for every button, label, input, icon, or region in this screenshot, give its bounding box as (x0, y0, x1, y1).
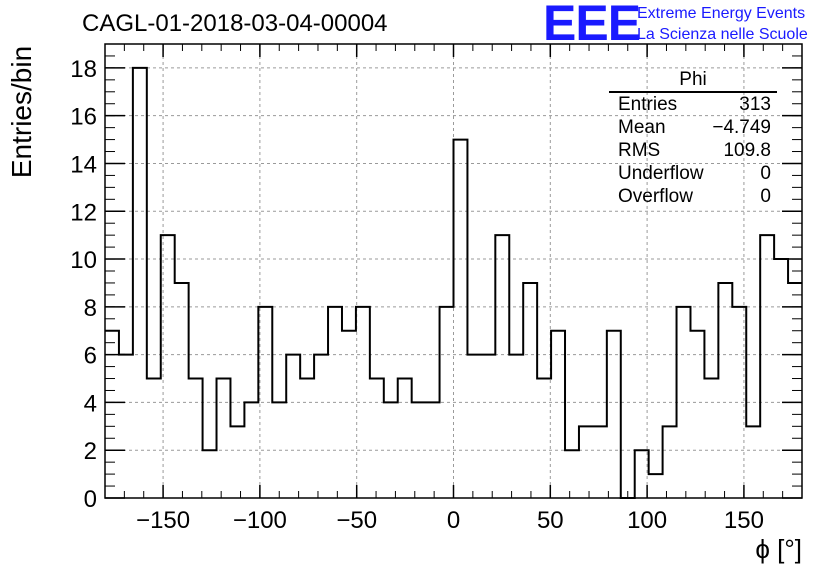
y-tick-label: 2 (84, 438, 97, 465)
histogram-bin (300, 379, 314, 498)
x-tick-label: 100 (627, 507, 667, 534)
stats-label: Overflow (618, 186, 693, 207)
x-tick-label: 0 (447, 507, 460, 534)
histogram-bin (467, 355, 481, 498)
y-tick-label: 14 (70, 151, 97, 178)
x-tick-label: −150 (136, 507, 190, 534)
histogram-bin (119, 355, 133, 498)
x-tick-label: −50 (336, 507, 377, 534)
chart-title: CAGL-01-2018-03-04-00004 (82, 10, 388, 37)
histogram-bin (314, 355, 328, 498)
histogram-bin (537, 379, 551, 498)
x-tick-label: 50 (537, 507, 564, 534)
histogram-series-line (105, 66, 802, 499)
eee-logo: EEE (543, 0, 641, 51)
histogram-bin (579, 426, 593, 498)
stats-value: −4.749 (712, 117, 771, 138)
axis-ticks (104, 43, 803, 499)
stats-value: 0 (760, 186, 771, 207)
histogram-bin (175, 283, 189, 498)
y-tick-label: 0 (84, 486, 97, 513)
histogram-bin (454, 140, 468, 498)
stats-value: 109.8 (723, 140, 771, 161)
histogram-bin (133, 68, 147, 498)
histogram-bin (593, 426, 607, 498)
histogram-bin (565, 450, 579, 498)
y-tick-label: 8 (84, 295, 97, 322)
histogram-bin (356, 307, 370, 498)
y-tick-label: 4 (84, 390, 97, 417)
x-axis-label: ϕ [°] (755, 534, 802, 564)
histogram-bin (690, 331, 704, 498)
histogram-bin (718, 283, 732, 498)
histogram-bin (412, 402, 426, 498)
histogram-bin (704, 379, 718, 498)
histogram-bin (732, 307, 746, 498)
histogram-bin (663, 426, 677, 498)
histogram-bin (370, 379, 384, 498)
stats-value: 0 (760, 163, 771, 184)
logo-line-1: Extreme Energy Events (637, 5, 806, 22)
histogram-bin (398, 379, 412, 498)
histogram-bin (440, 307, 454, 498)
histogram-bin (384, 402, 398, 498)
histogram-bin (774, 259, 788, 498)
stats-label: Underflow (618, 163, 704, 184)
histogram-bin (523, 283, 537, 498)
histogram-bin (649, 474, 663, 498)
histogram-bin (258, 307, 272, 498)
histogram-bin (203, 450, 217, 498)
histogram-bin (272, 402, 286, 498)
y-tick-label: 12 (70, 199, 97, 226)
stats-value: 313 (739, 94, 771, 115)
axis-tick-labels: −150 −100 −50 0 50 100 150 0 2 4 6 8 10 12 14 16 18 (70, 56, 764, 534)
histogram-bin (495, 235, 509, 498)
histogram-bin (509, 355, 523, 498)
histogram-bin (342, 331, 356, 498)
histogram-bin (551, 331, 565, 498)
stats-row-overflow: Overflow 0 (609, 185, 777, 208)
histogram-bin (677, 307, 691, 498)
y-tick-label: 6 (84, 343, 97, 370)
y-axis-label: Entries/bin (6, 45, 37, 179)
histogram-bin (147, 379, 161, 498)
stats-row-entries: Entries 313 (609, 93, 777, 116)
histogram-bin (607, 331, 621, 498)
histogram-bin (161, 235, 175, 498)
histogram-bin (244, 402, 258, 498)
stats-label: Entries (618, 94, 678, 115)
histogram-bin (230, 426, 244, 498)
histogram-bin (286, 355, 300, 498)
logo-line-2: La Scienza nelle Scuole (637, 26, 808, 43)
histogram-bin (426, 402, 440, 498)
y-tick-label: 18 (70, 56, 97, 83)
y-tick-label: 10 (70, 247, 97, 274)
stats-label: RMS (618, 140, 661, 161)
stats-row-rms: RMS 109.8 (609, 139, 777, 162)
histogram-bin (746, 426, 760, 498)
y-tick-label: 16 (70, 104, 97, 131)
x-tick-label: 150 (724, 507, 764, 534)
histogram-bin (481, 355, 495, 498)
histogram-bin (217, 379, 231, 498)
stats-box-title: Phi (609, 68, 777, 93)
stats-row-mean: Mean −4.749 (609, 116, 777, 139)
stats-row-underflow: Underflow 0 (609, 162, 777, 185)
x-tick-label: −100 (233, 507, 287, 534)
histogram-bin (328, 307, 342, 498)
histogram-bin (760, 235, 774, 498)
histogram-bin (189, 379, 203, 498)
stats-box: Phi Entries 313 Mean −4.749 RMS 109.8 Un… (609, 68, 777, 208)
stats-label: Mean (618, 117, 666, 138)
